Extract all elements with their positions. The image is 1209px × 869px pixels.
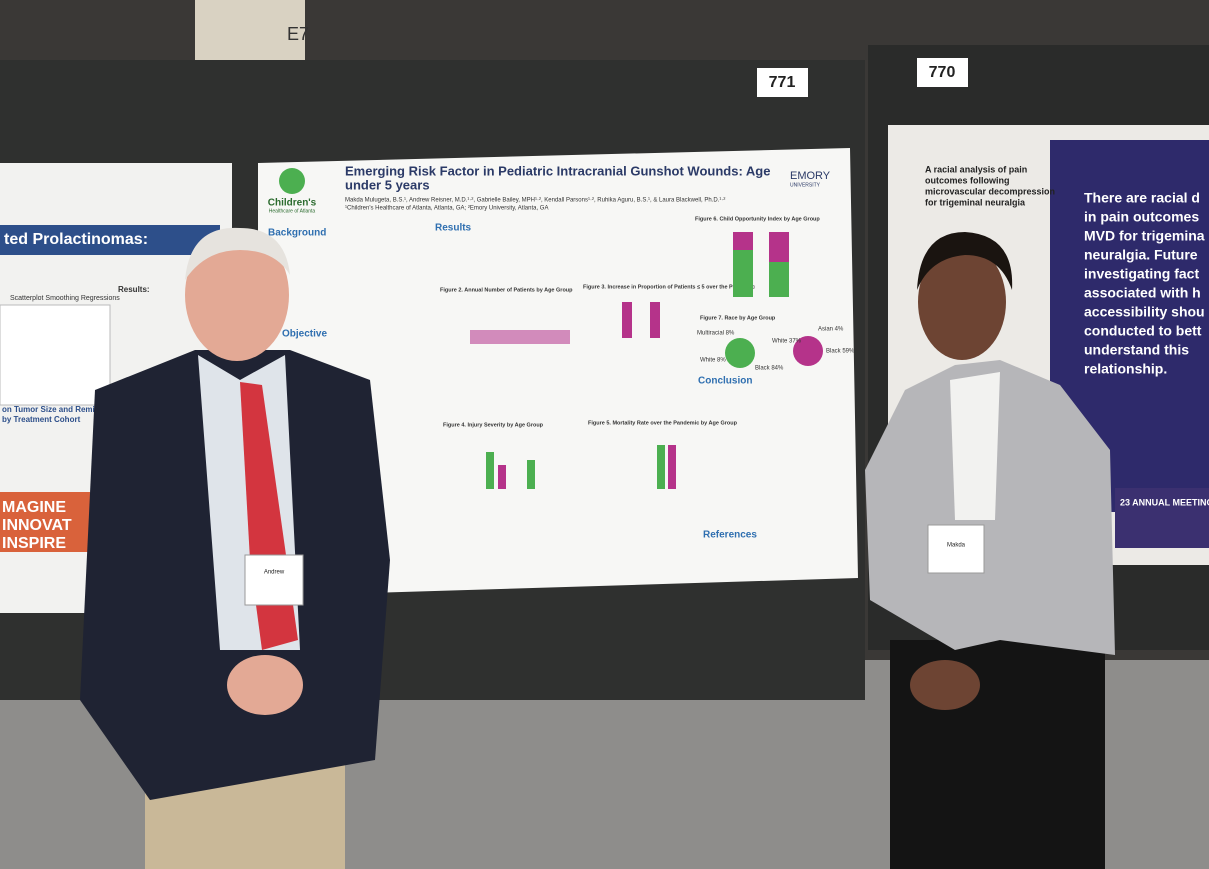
banner-text: INNOVAT xyxy=(2,517,72,534)
figure-label: Multiracial 8% xyxy=(697,331,735,337)
figure-label: Asian 4% xyxy=(818,327,844,333)
panel-text: neuralgia. Future xyxy=(1084,247,1198,263)
top xyxy=(950,372,1000,520)
badge xyxy=(927,524,985,574)
figure-title: Figure 6. Child Opportunity Index by Age… xyxy=(695,216,820,222)
poster-title: for trigeminal neuralgia xyxy=(925,197,1026,207)
badge-name: Andrew xyxy=(264,570,285,576)
section-heading: Conclusion xyxy=(698,376,752,387)
poster-subtitle: on Tumor Size and Remissi xyxy=(2,405,106,414)
figure-title: Figure 3. Increase in Proportion of Pati… xyxy=(583,284,755,290)
figure-graphic xyxy=(668,445,676,489)
banner xyxy=(0,492,90,552)
logo-text: Healthcare of Atlanta xyxy=(269,208,316,214)
figure-graphic xyxy=(622,302,632,338)
figure-label: White 37% xyxy=(772,339,802,345)
logo-text: UNIVERSITY xyxy=(790,182,821,188)
figure-title: Figure 5. Mortality Rate over the Pandem… xyxy=(588,420,738,426)
figure-graphic xyxy=(498,465,506,489)
panel-text: MVD for trigemina xyxy=(1084,228,1205,244)
banner xyxy=(1115,488,1209,548)
poster-title: ted Prolactinomas: xyxy=(4,231,148,248)
figure-title: Figure 2. Annual Number of Patients by A… xyxy=(440,287,573,293)
poster-title: A racial analysis of pain xyxy=(925,164,1027,174)
poster-subtitle: by Treatment Cohort xyxy=(2,415,81,424)
chart-title: Scatterplot Smoothing Regressions xyxy=(10,295,120,302)
section-heading: Results xyxy=(435,223,472,234)
booth-number: 771 xyxy=(769,74,796,91)
logo xyxy=(279,168,305,194)
pillar-label: E7 xyxy=(287,24,309,44)
panel-text: conducted to bett xyxy=(1084,323,1202,339)
figure-graphic xyxy=(486,452,494,489)
person-man: Andrew xyxy=(80,227,390,869)
hair xyxy=(917,232,1013,290)
poster xyxy=(258,148,858,600)
panel-text: investigating fact xyxy=(1084,266,1199,282)
section-heading: Objective xyxy=(282,329,327,340)
person-woman: Makda xyxy=(865,232,1115,869)
poster-title: outcomes following xyxy=(925,175,1010,185)
figure-graphic xyxy=(657,445,665,489)
badge xyxy=(244,554,304,606)
affiliations: ¹Children's Healthcare of Atlanta, Atlan… xyxy=(345,206,548,212)
logo-text: EMORY xyxy=(790,170,831,182)
section-heading: Results: xyxy=(118,285,150,294)
poster-title: microvascular decompression xyxy=(925,186,1055,196)
panel-text: associated with h xyxy=(1084,285,1201,301)
figure-label: Black 84% xyxy=(755,366,784,372)
figure-label: Black 59% xyxy=(826,349,855,355)
badge-name: Makda xyxy=(947,543,966,549)
section-heading: References xyxy=(703,530,757,541)
figure-graphic xyxy=(650,302,660,338)
panel-text: There are racial d xyxy=(1084,190,1200,206)
figure-graphic xyxy=(793,336,823,366)
hands xyxy=(910,660,980,710)
section-heading: Background xyxy=(268,228,326,239)
panel-text: relationship. xyxy=(1084,361,1167,377)
figure-graphic xyxy=(725,338,755,368)
panel-text: in pain outcomes xyxy=(1084,209,1199,225)
banner-text: MAGINE xyxy=(2,499,66,516)
booth-sign xyxy=(757,68,808,97)
figure-graphic xyxy=(733,232,753,250)
figure-graphic xyxy=(470,330,570,344)
figure-label: White 8% xyxy=(700,358,726,364)
poster-title: Emerging Risk Factor in Pediatric Intrac… xyxy=(345,163,770,178)
figure-graphic xyxy=(769,232,789,262)
hair xyxy=(185,227,290,280)
banner-text: INSPIRE xyxy=(2,535,66,552)
logo-text: Children's xyxy=(268,198,317,209)
poster-header xyxy=(0,225,220,255)
poster-title: under 5 years xyxy=(345,177,430,192)
authors: Makda Mulugeta, B.S.¹, Andrew Reisner, M… xyxy=(345,198,725,204)
face xyxy=(918,244,1006,360)
figure-title: Figure 4. Injury Severity by Age Group xyxy=(443,422,544,428)
poster-chart xyxy=(0,304,111,406)
poster-figures xyxy=(470,232,823,489)
panel-text: accessibility shou xyxy=(1084,304,1205,320)
face xyxy=(185,229,289,361)
figure-title: Figure 7. Race by Age Group xyxy=(700,315,776,321)
figure-graphic xyxy=(527,460,535,489)
hands xyxy=(227,655,303,715)
booth-sign xyxy=(917,58,968,87)
panel-text: understand this xyxy=(1084,342,1189,358)
banner-text: 23 ANNUAL MEETING xyxy=(1120,497,1209,507)
booth-number: 770 xyxy=(929,64,956,81)
